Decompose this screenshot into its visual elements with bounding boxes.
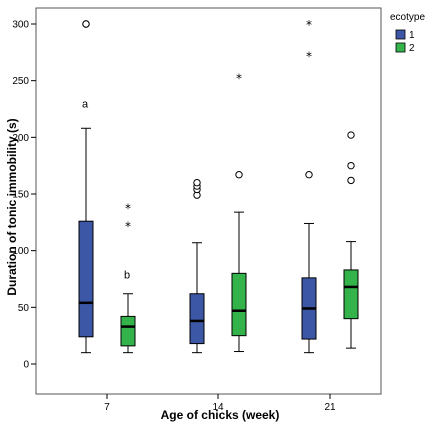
box-iqr [343, 269, 359, 320]
plot-frame [35, 7, 382, 395]
extreme-point: * [125, 202, 131, 216]
legend-label-1: 1 [409, 30, 415, 41]
outlier-point [82, 20, 90, 28]
annotation-label: b [124, 270, 130, 282]
y-tick-label: 50 [18, 303, 30, 314]
legend-label-2: 2 [409, 43, 415, 54]
legend: ecotype 1 2 [390, 12, 425, 54]
x-tick-label: 7 [104, 402, 110, 413]
box-series-2-week-21 [343, 131, 359, 349]
box-series-2-week-14: * [231, 71, 247, 353]
box-iqr [189, 293, 205, 345]
outlier-point [193, 178, 201, 187]
legend-swatch-2 [395, 42, 406, 53]
x-tick-label: 21 [324, 402, 336, 413]
y-tick-label: 0 [23, 360, 29, 371]
extreme-point: * [125, 220, 131, 234]
extreme-point: * [306, 18, 312, 32]
box-series-1-week-21: ** [301, 18, 317, 354]
y-tick-label: 200 [12, 133, 29, 144]
box-series-2-week-7: * * b [120, 202, 136, 354]
box-iqr [231, 272, 247, 337]
y-axis-title: Duration of tonic immobility (s) [5, 118, 19, 295]
box-iqr [78, 220, 94, 338]
outlier-point [347, 131, 355, 139]
annotation-label: a [82, 98, 89, 110]
outlier-point [305, 171, 313, 179]
extreme-point: * [236, 71, 242, 85]
y-tick-label: 250 [12, 76, 29, 87]
outlier-point [235, 171, 243, 179]
extreme-point: * [306, 50, 312, 64]
x-tick-label: 14 [212, 402, 224, 413]
box-series-1-week-7: a [78, 20, 94, 354]
y-tick-label: 150 [12, 190, 29, 201]
y-tick-label: 100 [12, 246, 29, 257]
y-tick-label: 300 [12, 20, 29, 31]
legend-swatch-1 [395, 29, 406, 40]
outlier-point [347, 161, 355, 170]
box-iqr [120, 315, 136, 347]
x-axis-title: Age of chicks (week) [161, 408, 280, 422]
legend-title: ecotype [390, 12, 425, 23]
box-series-1-week-14 [189, 178, 205, 354]
outlier-point [347, 176, 355, 185]
